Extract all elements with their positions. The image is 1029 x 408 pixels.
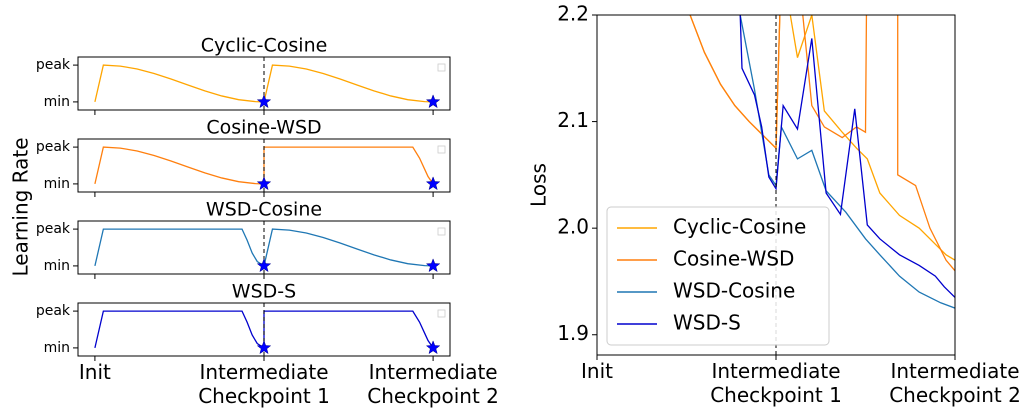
empty-legend — [437, 309, 446, 318]
axes-frame — [77, 302, 451, 357]
y-tick-label: min — [44, 94, 70, 110]
y-tick-label: 1.9 — [557, 321, 589, 345]
y-axis-label: Loss — [527, 163, 551, 207]
series-line — [739, 15, 955, 309]
checkpoint-marker — [425, 176, 441, 191]
plot-area — [689, 15, 955, 309]
x-tick-label: Intermediate Checkpoint 1 — [710, 359, 842, 407]
legend-box — [606, 206, 830, 346]
x-tick-label: Intermediate Checkpoint 2 — [367, 360, 499, 408]
y-tick-label: 2.1 — [557, 108, 589, 132]
subplot-title: WSD-Cosine — [206, 199, 322, 221]
axes-frame — [77, 56, 451, 111]
subplot: Loss 1.9 2.0 2.1 2.2 Init Intermediate Checkpoi… — [527, 2, 1021, 407]
empty-legend — [437, 227, 446, 236]
y-tick-label: peak — [36, 221, 71, 237]
series-line — [94, 146, 434, 185]
legend-label: Cosine-WSD — [673, 247, 794, 271]
checkpoint-marker — [425, 258, 441, 273]
checkpoint-marker — [425, 94, 441, 109]
axes-frame — [596, 14, 956, 356]
x-tick-label: Intermediate Checkpoint 1 — [198, 360, 330, 408]
subplot: WSD-Cosine min peak — [36, 199, 451, 279]
y-tick-label: peak — [36, 303, 71, 319]
series-line — [689, 15, 955, 272]
legend-label: WSD-S — [673, 311, 741, 335]
checkpoint-marker — [425, 340, 441, 355]
series-line — [739, 15, 955, 298]
checkpoint-marker — [256, 340, 272, 355]
plot-area — [94, 146, 434, 185]
subplot-title: Cyclic-Cosine — [201, 35, 328, 57]
y-tick-label: min — [44, 258, 70, 274]
y-tick-label: min — [44, 340, 70, 356]
checkpoint-marker — [256, 94, 272, 109]
x-tick-label: Init — [79, 360, 111, 384]
axes-frame — [77, 138, 451, 193]
shared-y-label: Learning Rate — [9, 137, 33, 276]
plot-area — [94, 228, 434, 267]
checkpoint-marker — [256, 258, 272, 273]
subplot-title: Cosine-WSD — [206, 117, 321, 139]
subplot: Cosine-WSD min peak — [36, 117, 451, 197]
subplot: WSD-S min peak Init Intermediate Checkpoint 1… — [36, 281, 499, 408]
legend-label: Cyclic-Cosine — [673, 215, 806, 239]
legend-label: WSD-Cosine — [673, 279, 795, 303]
subplot: Cyclic-Cosine min peak — [36, 35, 451, 115]
x-tick-label: Init — [581, 359, 613, 383]
y-tick-label: 2.2 — [557, 2, 589, 26]
checkpoint-marker — [256, 176, 272, 191]
x-tick-label: Intermediate Checkpoint 2 — [889, 359, 1021, 407]
y-tick-label: 2.0 — [557, 215, 589, 239]
series-line — [94, 228, 434, 267]
axes-frame — [77, 220, 451, 275]
subplot-title: WSD-S — [232, 281, 296, 303]
y-tick-label: peak — [36, 139, 71, 155]
y-tick-label: peak — [36, 57, 71, 73]
y-tick-label: min — [44, 176, 70, 192]
empty-legend — [437, 63, 446, 72]
empty-legend — [437, 145, 446, 154]
